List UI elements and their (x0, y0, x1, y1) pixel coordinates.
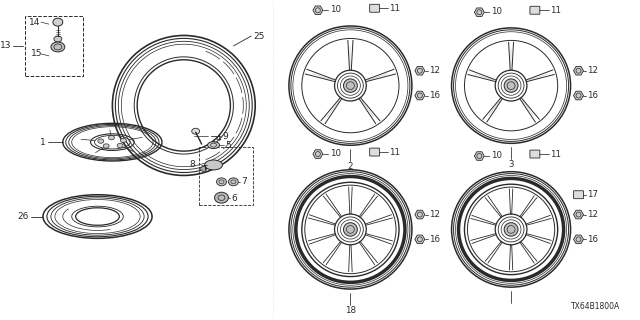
FancyBboxPatch shape (370, 4, 380, 12)
Text: 25: 25 (253, 32, 264, 41)
Polygon shape (415, 91, 425, 100)
Text: 11: 11 (550, 149, 561, 158)
Polygon shape (573, 91, 584, 100)
Polygon shape (313, 150, 323, 158)
Text: 12: 12 (429, 210, 440, 219)
Polygon shape (415, 235, 425, 244)
Ellipse shape (201, 166, 207, 172)
Text: 3: 3 (508, 160, 514, 169)
Ellipse shape (216, 178, 227, 186)
Text: 4: 4 (216, 134, 221, 143)
Text: 16: 16 (429, 235, 440, 244)
Text: 12: 12 (588, 210, 598, 219)
Text: 11: 11 (550, 6, 561, 15)
Polygon shape (313, 6, 323, 14)
Ellipse shape (504, 223, 518, 236)
Text: 9: 9 (223, 132, 228, 141)
Text: 5: 5 (225, 140, 231, 150)
Text: 11: 11 (390, 148, 401, 156)
Text: 16: 16 (588, 235, 598, 244)
Ellipse shape (207, 142, 220, 148)
Text: 10: 10 (330, 5, 340, 14)
Text: 10: 10 (330, 148, 340, 157)
Ellipse shape (344, 223, 357, 236)
Text: 8: 8 (189, 160, 195, 170)
FancyBboxPatch shape (573, 191, 584, 199)
Text: 15: 15 (31, 49, 43, 58)
Text: 13: 13 (0, 42, 12, 51)
FancyBboxPatch shape (530, 6, 540, 14)
Ellipse shape (117, 143, 123, 148)
Text: 16: 16 (588, 91, 598, 100)
Text: TX64B1800A: TX64B1800A (571, 302, 620, 311)
Text: 7: 7 (241, 177, 247, 186)
Polygon shape (573, 235, 584, 244)
Text: 6: 6 (232, 194, 237, 203)
FancyBboxPatch shape (530, 150, 540, 158)
Ellipse shape (504, 79, 518, 92)
Ellipse shape (344, 79, 357, 92)
Polygon shape (415, 67, 425, 75)
Ellipse shape (205, 160, 223, 170)
Text: 16: 16 (429, 91, 440, 100)
Ellipse shape (192, 128, 200, 134)
Ellipse shape (228, 178, 238, 186)
Text: 1: 1 (40, 138, 46, 147)
Ellipse shape (103, 144, 109, 148)
Text: 17: 17 (588, 190, 598, 199)
Polygon shape (573, 67, 584, 75)
Polygon shape (474, 152, 484, 160)
Text: 11: 11 (390, 4, 401, 13)
Polygon shape (415, 210, 425, 219)
Text: 10: 10 (492, 150, 502, 160)
Ellipse shape (214, 192, 228, 203)
Text: 18: 18 (345, 306, 356, 315)
Text: 12: 12 (429, 66, 440, 75)
Ellipse shape (51, 42, 65, 52)
Ellipse shape (120, 138, 126, 143)
Ellipse shape (109, 135, 115, 140)
FancyBboxPatch shape (370, 148, 380, 156)
Text: 26: 26 (18, 212, 29, 221)
Text: 14: 14 (29, 18, 40, 27)
Ellipse shape (54, 36, 62, 42)
Text: 2: 2 (348, 162, 353, 171)
Text: 12: 12 (588, 66, 598, 75)
Text: 10: 10 (492, 7, 502, 16)
Ellipse shape (53, 18, 63, 26)
Polygon shape (474, 8, 484, 17)
Polygon shape (573, 210, 584, 219)
Ellipse shape (98, 139, 104, 143)
